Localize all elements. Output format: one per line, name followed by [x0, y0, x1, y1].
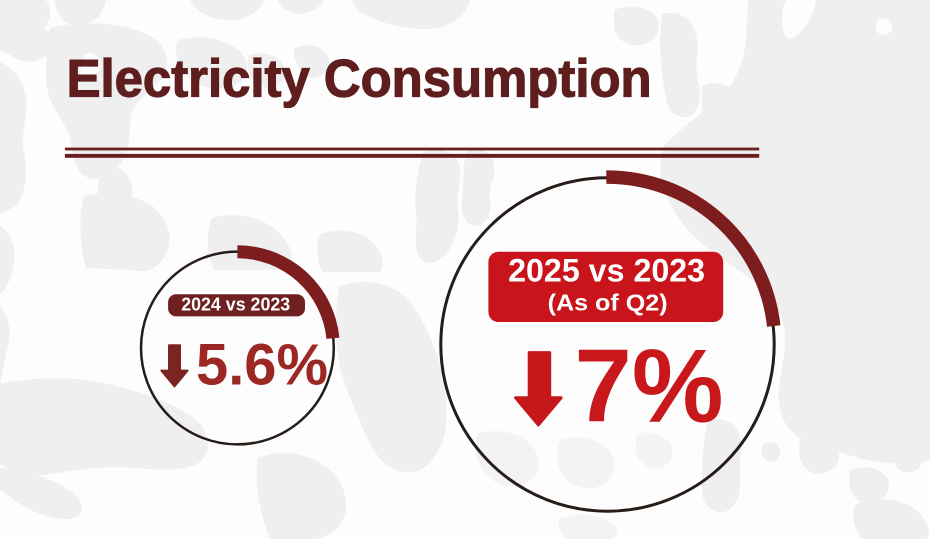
svg-text:(As of Q2): (As of Q2)	[548, 290, 668, 316]
svg-text:2024 vs 2023: 2024 vs 2023	[181, 295, 290, 315]
svg-text:5.6%: 5.6%	[196, 333, 328, 398]
svg-text:7%: 7%	[575, 329, 724, 445]
svg-text:2025 vs 2023: 2025 vs 2023	[508, 252, 705, 288]
svg-text:Electricity Consumption: Electricity Consumption	[67, 50, 652, 108]
